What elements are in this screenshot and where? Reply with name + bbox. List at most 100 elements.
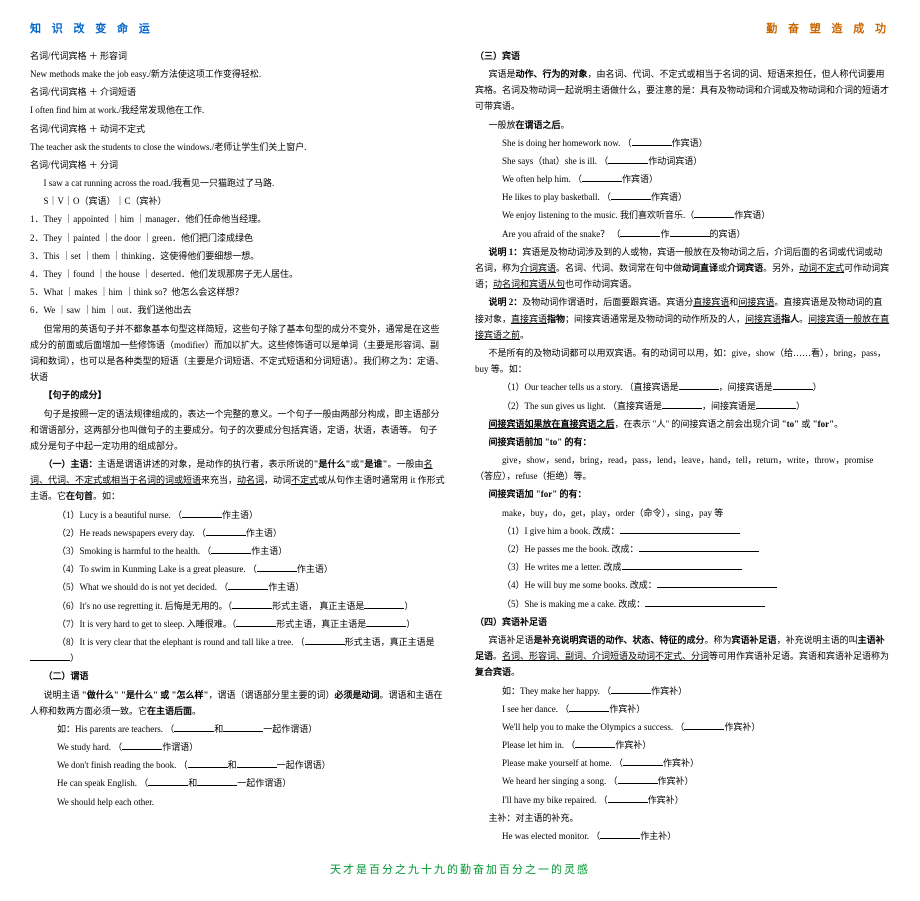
bybz-head: （四）宾语补足语 — [475, 614, 890, 630]
example: I'll have my bike repaired. （作宾补） — [475, 792, 890, 808]
example: We'll help you to make the Olympics a su… — [475, 719, 890, 735]
example: （3）He writes me a letter. 改成 — [475, 559, 890, 575]
example: We study hard. （作谓语） — [30, 739, 445, 755]
left-column: 名词/代词宾格 ＋ 形容词 New methods make the job e… — [30, 48, 445, 846]
example: （2）He passes me the book. 改成： — [475, 541, 890, 557]
header-left: 知 识 改 变 命 运 — [30, 20, 154, 40]
blank — [236, 616, 276, 627]
blank — [684, 719, 724, 730]
line: 名词/代词宾格 ＋ 动词不定式 — [30, 121, 445, 137]
blank — [228, 579, 268, 590]
to-head: 间接宾语前加 "to" 的有： — [475, 434, 890, 450]
example: （3）Smoking is harmful to the health. （作主… — [30, 543, 445, 559]
example: Please make yourself at home. （作宾补） — [475, 755, 890, 771]
blank — [600, 828, 640, 839]
blank — [197, 775, 237, 786]
to-list: give，show，send，bring，read，pass，lend，leav… — [475, 452, 890, 484]
line: 5．What ｜makes ｜him ｜think so？他怎么会这样想？ — [30, 284, 445, 300]
blank — [608, 153, 648, 164]
weiyu-head: （二）谓语 — [30, 668, 445, 684]
shuoming2: 说明 2：及物动词作谓语时，后面要跟宾语。宾语分直接宾语和间接宾语。直接宾语是及… — [475, 294, 890, 343]
blank — [611, 189, 651, 200]
example: （1）Our teacher tells us a story. （直接宾语是，… — [475, 379, 890, 395]
blank — [679, 379, 719, 390]
example: （4）To swim in Kunming Lake is a great pl… — [30, 561, 445, 577]
jjby-paragraph: 间接宾语如果放在直接宾语之后，在表示 "人" 的间接宾语之前会出现介词 "to"… — [475, 416, 890, 432]
page-columns: 名词/代词宾格 ＋ 形容词 New methods make the job e… — [30, 48, 890, 846]
header-right: 勤 奋 塑 造 成 功 — [766, 20, 890, 40]
line: 名词/代词宾格 ＋ 介词短语 — [30, 84, 445, 100]
line: 不是所有的及物动词都可以用双宾语。有的动词可以用，如：give，show（给……… — [475, 345, 890, 377]
blank — [30, 650, 70, 661]
blank — [188, 757, 228, 768]
example: （4）He will buy me some books. 改成： — [475, 577, 890, 593]
example: Are you afraid of the snake？ （作的宾语） — [475, 226, 890, 242]
example: （8）It is very clear that the elephant is… — [30, 634, 445, 666]
blank — [174, 721, 214, 732]
line: 6．We ｜saw ｜him ｜out．我们送他出去 — [30, 302, 445, 318]
example: He likes to play basketball. （作宾语） — [475, 189, 890, 205]
header-row: 知 识 改 变 命 运 勤 奋 塑 造 成 功 — [30, 20, 890, 40]
example: 如：They make her happy. （作宾补） — [475, 683, 890, 699]
line: 名词/代词宾格 ＋ 分词 — [30, 157, 445, 173]
binyu-head: （三）宾语 — [475, 48, 890, 64]
zhuyu-paragraph: （一）主语：主语是谓语讲述的对象，是动作的执行者，表示所说的"是什么"或"是谁"… — [30, 456, 445, 505]
binyu-paragraph: 宾语是动作、行为的对象，由名词、代词、不定式或相当于名词的词、短语来担任，但人称… — [475, 66, 890, 115]
blank — [232, 598, 272, 609]
blank — [645, 596, 765, 607]
blank — [657, 577, 777, 588]
blank — [257, 561, 297, 572]
blank — [773, 379, 813, 390]
blank — [206, 525, 246, 536]
line: 名词/代词宾格 ＋ 形容词 — [30, 48, 445, 64]
blank — [211, 543, 251, 554]
for-list: make，buy，do，get，play，order（命令），sing，pay … — [475, 505, 890, 521]
blank — [632, 135, 672, 146]
blank — [620, 226, 660, 237]
blank — [182, 507, 222, 518]
example: （6）It's no use regretting it. 后悔是无用的。（形式… — [30, 598, 445, 614]
blank — [223, 721, 263, 732]
blank — [622, 559, 742, 570]
example: We often help him. （作宾语） — [475, 171, 890, 187]
line: 1．They ｜appointed ｜him ｜manager．他们任命他当经理… — [30, 211, 445, 227]
paragraph: 但常用的英语句子并不都象基本句型这样简短，这些句子除了基本句型的成分不变外，通常… — [30, 321, 445, 386]
section-heading: 【句子的成分】 — [30, 387, 445, 403]
line: 3．This ｜set ｜them ｜thinking．这使得他们要细想一想。 — [30, 248, 445, 264]
blank — [569, 701, 609, 712]
example: She is doing her homework now. （作宾语） — [475, 135, 890, 151]
example: （7）It is very hard to get to sleep. 入睡很难… — [30, 616, 445, 632]
blank — [305, 634, 345, 645]
line: S｜V｜O（宾语）｜C（宾补） — [30, 193, 445, 209]
blank — [582, 171, 622, 182]
example: Please let him in. （作宾补） — [475, 737, 890, 753]
blank — [148, 775, 188, 786]
line: 一般放在谓语之后。 — [475, 117, 890, 133]
blank — [639, 541, 759, 552]
for-head: 间接宾语加 "for" 的有： — [475, 486, 890, 502]
blank — [575, 737, 615, 748]
blank — [608, 792, 648, 803]
blank — [662, 398, 702, 409]
example: （5）What we should do is not yet decided.… — [30, 579, 445, 595]
example: （2）He reads newspapers every day. （作主语） — [30, 525, 445, 541]
line: New methods make the job easy./新方法使这项工作变… — [30, 66, 445, 82]
example: He can speak English. （和一起作谓语） — [30, 775, 445, 791]
line: I saw a cat running across the road./我看见… — [30, 175, 445, 191]
example: （1）I give him a book. 改成： — [475, 523, 890, 539]
right-column: （三）宾语 宾语是动作、行为的对象，由名词、代词、不定式或相当于名词的词、短语来… — [475, 48, 890, 846]
blank — [237, 757, 277, 768]
example: （2）The sun gives us light. （直接宾语是，间接宾语是） — [475, 398, 890, 414]
blank — [364, 598, 404, 609]
example: I see her dance. （作宾补） — [475, 701, 890, 717]
line: I often find him at work./我经常发现他在工作. — [30, 102, 445, 118]
example: We don't finish reading the book. （和一起作谓… — [30, 757, 445, 773]
blank — [122, 739, 162, 750]
blank — [670, 226, 710, 237]
zhuyu-head: （一）主语： — [44, 459, 98, 469]
blank — [756, 398, 796, 409]
line: 2．They ｜painted ｜the door ｜green．他们把门漆成绿… — [30, 230, 445, 246]
blank — [620, 523, 740, 534]
example: We enjoy listening to the music. 我们喜欢听音乐… — [475, 207, 890, 223]
zhubu: 主补：对主语的补充。 — [475, 810, 890, 826]
